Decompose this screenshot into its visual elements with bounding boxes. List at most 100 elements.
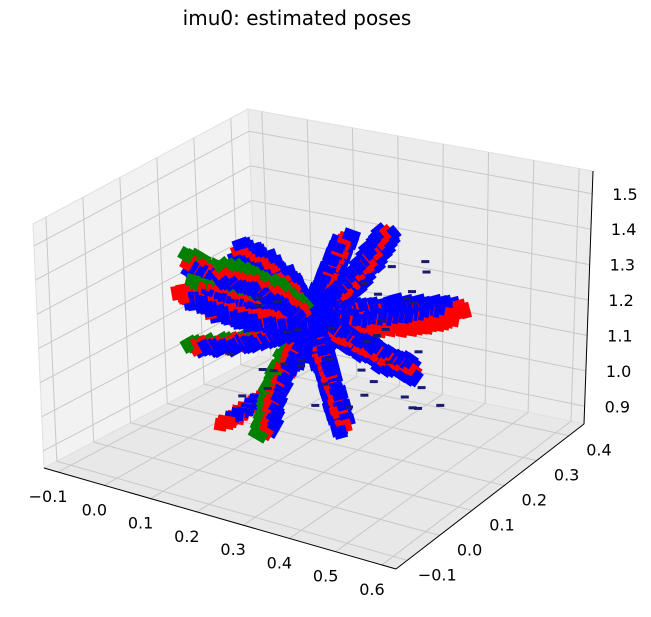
pose-frame-marker [377,319,386,323]
pose-frame-marker [297,364,306,368]
x-grid-line [242,394,443,526]
pose-frame-marker [327,326,336,330]
pose-frame-marker [381,328,390,331]
pose-frame-marker [345,405,353,409]
z-tick-label: 1.3 [610,256,635,275]
pose-markers [170,222,473,444]
z-tick-label: 1.5 [612,185,637,204]
pose-frame-marker [458,301,473,320]
pose-frame-marker [269,369,278,373]
y-tick-label: 0.3 [554,466,579,485]
y-grid-line [130,422,473,511]
y-grid-line [240,364,570,437]
pose-frame-marker [213,417,228,432]
z-grid-line [33,130,593,247]
pose-frame-marker [414,350,423,354]
x-grid-line [57,358,272,473]
pose-frame-marker [254,296,263,300]
pose-frame-marker [247,425,269,444]
z-grid-line [38,234,589,349]
pose-frame-marker [311,403,320,407]
x-grid-line [196,385,400,513]
x-grid-line-vertical [441,144,444,395]
chart-title: imu0: estimated poses [183,6,412,30]
pose-frame-marker [378,223,396,241]
pose-frame-marker [360,282,369,285]
pose-frame-marker [402,297,411,301]
pose-frame-marker [357,368,366,372]
pose-frame-marker [179,337,195,355]
pose-frame-marker [177,245,196,264]
x-tick-label: 0.2 [174,527,199,546]
pose-frame-marker [231,236,250,252]
x-grid-line [335,411,529,553]
z-axis-line [583,170,594,425]
tick-labels: −0.10.00.10.20.30.40.50.6−0.10.00.10.20.… [29,185,638,599]
y-grid-line-vertical [119,177,131,423]
pose-frame-marker [386,224,402,241]
x-grid-line-vertical [570,168,580,422]
pose-frame-marker [360,393,369,397]
x-axis-line [43,467,397,570]
pose-frame-marker [282,330,291,334]
x-tick-label: −0.1 [29,487,68,506]
pose-frame-marker [417,386,426,390]
pose-frame-marker [369,380,378,384]
pose-frame-marker [325,357,333,361]
y-tick-label: 0.0 [457,540,482,559]
z-grid-line [36,199,590,315]
y-grid-line-vertical [82,197,95,443]
x-grid-line-vertical [484,152,490,404]
y-axis-line [395,423,585,570]
z-tick-label: 1.2 [608,291,633,310]
x-tick-label: 0.4 [267,553,292,572]
pose-frame-marker [408,290,416,294]
pose-frame-marker [293,328,302,332]
z-grid-line [35,165,592,281]
pose-frame-marker [374,292,382,296]
pose-frame-marker [387,265,396,269]
pose-frame-marker [362,339,371,343]
pose-frame-marker [332,424,349,440]
x-tick-label: 0.0 [82,500,107,519]
x-tick-label: 0.3 [220,540,245,559]
x-grid-line [289,402,486,539]
pose-frame-marker [422,270,431,274]
pose-frame-marker [373,334,381,338]
pose-frame-marker [407,369,424,388]
pose-frame-marker [254,304,263,307]
y-grid-line-vertical [156,157,168,404]
pose-frame-marker [447,312,461,328]
y-tick-label: −0.1 [418,565,457,584]
pose-frame-marker [258,368,267,371]
y-grid-line [56,460,408,561]
y-tick-label: 0.2 [522,490,547,509]
pose-frame-marker [297,359,306,363]
y-grid-line-vertical [45,217,58,462]
pose-frame-marker [408,406,417,410]
y-tick-label: 0.1 [489,515,514,534]
z-tick-label: 1.0 [606,362,631,381]
pose-frame-marker [421,260,430,264]
pose-frame-marker [263,386,272,390]
axis-lines [43,170,594,570]
z-tick-label: 0.9 [605,397,630,416]
pose-frame-marker [170,284,185,301]
y-tick-label: 0.4 [586,441,611,460]
pose-frame-marker [226,352,235,356]
pose-frame-marker [414,406,422,410]
x-tick-label: 0.1 [128,514,153,533]
pose-frame-marker [400,395,409,399]
x-tick-label: 0.5 [313,567,338,586]
pose-frame-marker [280,362,289,366]
pose-frame-marker [341,227,362,244]
x-tick-label: 0.6 [359,580,384,599]
y-grid-line [93,441,440,536]
x-grid-line [381,420,572,566]
pose-frame-marker [212,255,231,274]
pose-frame-marker [384,360,393,364]
pose-frame-marker [320,382,329,386]
pose-frame-marker [436,403,445,407]
pose-frame-marker [273,300,282,304]
